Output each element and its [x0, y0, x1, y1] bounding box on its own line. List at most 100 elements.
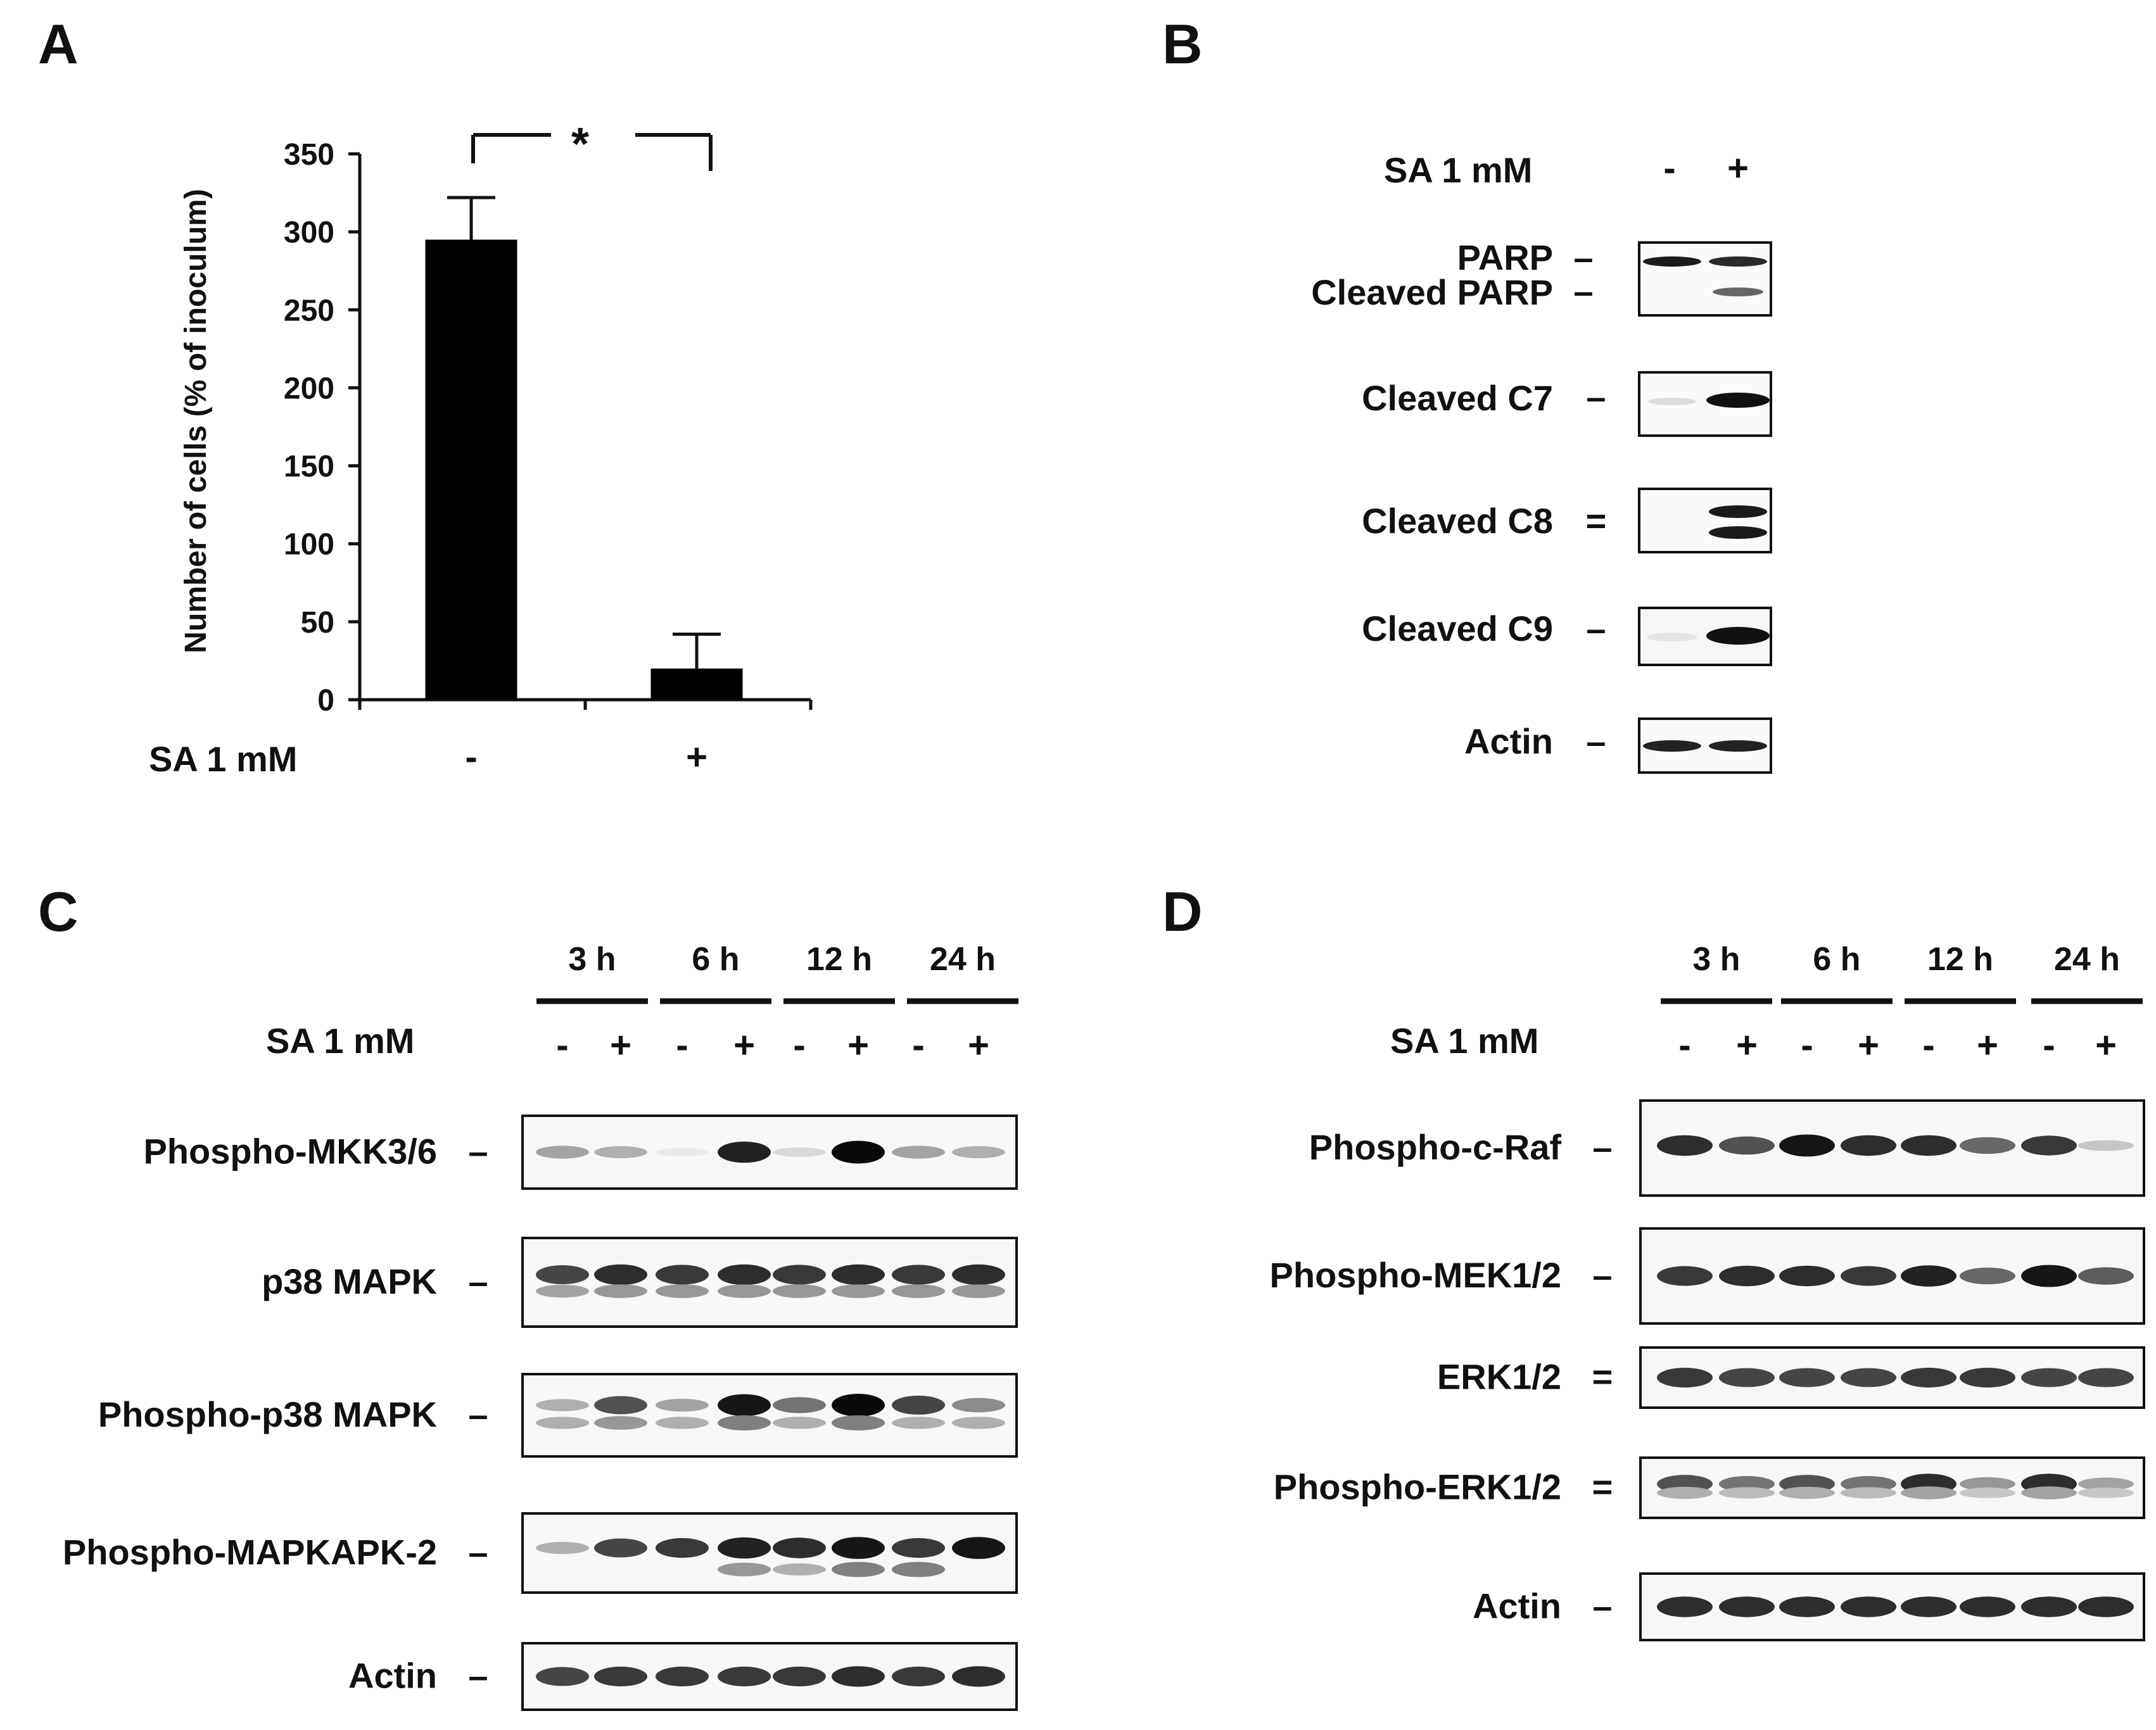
- band: [952, 1264, 1005, 1285]
- marker-cleaved-c9: –: [1586, 609, 1606, 648]
- band: [1901, 1596, 1956, 1617]
- blot-marker: –: [468, 1394, 488, 1434]
- x-axis-category-labels: - +: [465, 736, 707, 778]
- band: [773, 1537, 826, 1558]
- band: [536, 1417, 589, 1429]
- time-header: 6 h: [1813, 941, 1860, 978]
- band: [594, 1264, 647, 1285]
- band: [1901, 1135, 1956, 1156]
- lane-sign: +: [733, 1025, 755, 1066]
- blot-marker: –: [468, 1656, 488, 1696]
- band: [1841, 1368, 1896, 1387]
- b-lane-1-sign: -: [1663, 148, 1675, 189]
- band: [718, 1284, 771, 1298]
- band: [952, 1398, 1005, 1413]
- blot-label: Phospho-MEK1/2: [1270, 1255, 1561, 1295]
- band: [1779, 1368, 1835, 1387]
- panel-a-label: A: [38, 13, 79, 75]
- panel-b-label: B: [1162, 13, 1203, 75]
- band: [536, 1265, 589, 1284]
- band: [832, 1140, 885, 1164]
- band: [718, 1666, 771, 1687]
- band: [773, 1265, 826, 1285]
- band: [1657, 1596, 1713, 1617]
- band: [2021, 1135, 2077, 1156]
- blot-marker: =: [1592, 1467, 1613, 1507]
- band: [773, 1563, 826, 1576]
- lane-sign: -: [793, 1025, 805, 1066]
- y-tick-label: 350: [284, 138, 334, 172]
- bar: [425, 239, 517, 700]
- band: [1960, 1487, 2015, 1498]
- band: [656, 1147, 709, 1157]
- band: [2078, 1596, 2134, 1617]
- band: [656, 1537, 709, 1558]
- lane-sign: -: [1801, 1025, 1813, 1066]
- blot-label-parp: PARP: [1457, 237, 1553, 277]
- band: [594, 1416, 647, 1430]
- band: [1709, 505, 1767, 518]
- band: [1706, 627, 1770, 645]
- time-header: 3 h: [568, 941, 616, 978]
- band: [1719, 1265, 1775, 1287]
- y-tick-label: 50: [301, 606, 334, 640]
- band: [952, 1417, 1005, 1429]
- band: [892, 1666, 945, 1687]
- band: [1643, 256, 1701, 267]
- lane-sign: +: [1858, 1025, 1879, 1066]
- band: [536, 1541, 589, 1555]
- band: [1657, 1266, 1713, 1286]
- band: [536, 1667, 589, 1686]
- band: [1841, 1487, 1896, 1499]
- c-time-headers: 3 h 6 h 12 h 24 h: [536, 941, 1018, 1004]
- blot-frame: [521, 1512, 1018, 1594]
- blot-frame: [521, 1237, 1018, 1328]
- lane-sign: +: [1977, 1025, 1998, 1066]
- a-treatment-label: SA 1 mM: [149, 739, 297, 779]
- band: [832, 1264, 885, 1285]
- band: [718, 1537, 771, 1559]
- band: [1709, 526, 1767, 539]
- band: [1657, 1486, 1713, 1500]
- band: [892, 1146, 945, 1159]
- b-treatment-label: SA 1 mM: [1384, 150, 1532, 190]
- band: [594, 1538, 647, 1558]
- band: [1647, 633, 1697, 641]
- blot-marker: =: [1592, 1357, 1613, 1397]
- panel-c-label: C: [38, 880, 79, 943]
- marker-cleaved-parp: –: [1573, 271, 1593, 311]
- band: [1719, 1368, 1775, 1387]
- blot-marker: –: [1592, 1255, 1612, 1295]
- lane-sign: -: [1922, 1025, 1934, 1066]
- marker-parp: –: [1573, 237, 1593, 277]
- band: [1960, 1477, 2015, 1491]
- time-header: 6 h: [692, 941, 739, 978]
- band: [832, 1284, 885, 1298]
- band: [536, 1146, 589, 1159]
- band: [1706, 393, 1770, 408]
- lane-sign: +: [1736, 1025, 1758, 1066]
- lane-sign: -: [556, 1025, 568, 1066]
- band: [1713, 287, 1763, 296]
- y-tick-label: 250: [284, 294, 334, 327]
- marker-cleaved-c8: =: [1586, 501, 1607, 541]
- blot-label: Phospho-c-Raf: [1309, 1127, 1562, 1167]
- lane-sign: -: [676, 1025, 688, 1066]
- band: [773, 1284, 826, 1298]
- d-treatment-label: SA 1 mM: [1390, 1021, 1538, 1061]
- time-header: 12 h: [806, 941, 872, 978]
- band: [2021, 1486, 2077, 1500]
- marker-actin: –: [1586, 721, 1606, 761]
- band: [1648, 398, 1696, 405]
- lane-sign: -: [2043, 1025, 2055, 1066]
- b-lane-2-sign: +: [1727, 148, 1749, 189]
- band: [952, 1666, 1005, 1687]
- blot-label: Phospho-ERK1/2: [1274, 1467, 1561, 1507]
- significance-bracket: *: [471, 119, 713, 171]
- band: [1901, 1265, 1956, 1287]
- band: [1719, 1487, 1775, 1499]
- band: [656, 1398, 709, 1412]
- band: [1779, 1596, 1835, 1617]
